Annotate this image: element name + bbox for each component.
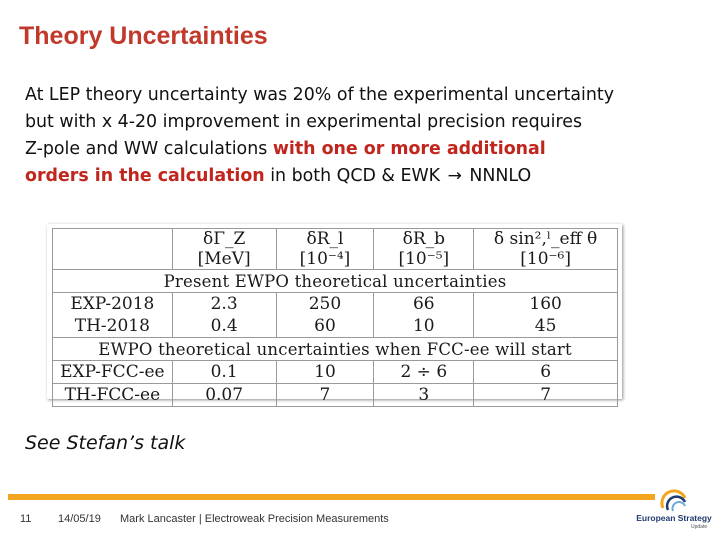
- table-row: TH-2018 0.4 60 10 45: [52, 315, 618, 338]
- table-section-row: Present EWPO theoretical uncertainties: [52, 269, 618, 293]
- footer-date: 14/05/19: [58, 513, 101, 525]
- ewpo-table-image: δΓ_Z [MeV] δR_l [10⁻⁴] δR_b [10⁻⁵] δ sin…: [47, 224, 622, 407]
- table-cell: 45: [473, 315, 618, 338]
- footnote-talk-reference: See Stefan’s talk: [25, 432, 186, 454]
- body-line-4-suffix-a: in both QCD & EWK: [264, 166, 446, 186]
- logo-text: European Strategy: [636, 513, 712, 523]
- body-line-3: Z-pole and WW calculations with one or m…: [25, 136, 705, 163]
- body-line-4: orders in the calculation in both QCD & …: [25, 163, 705, 190]
- ewpo-table: δΓ_Z [MeV] δR_l [10⁻⁴] δR_b [10⁻⁵] δ sin…: [52, 228, 618, 407]
- body-paragraph: At LEP theory uncertainty was 20% of the…: [25, 82, 705, 190]
- table-cell: 6: [473, 360, 618, 384]
- table-section-row: EWPO theoretical uncertainties when FCC-…: [52, 337, 618, 361]
- header-cell-rb: δR_b [10⁻⁵]: [373, 228, 475, 270]
- table-row: EXP-FCC-ee 0.1 10 2 ÷ 6 6: [52, 360, 618, 384]
- table-row: TH-FCC-ee 0.07 7 3 7: [52, 383, 618, 407]
- body-line-3-emphasis: with one or more additional: [272, 139, 546, 159]
- table-cell: 0.1: [171, 360, 277, 384]
- footer-author: Mark Lancaster | Electroweak Precision M…: [120, 513, 389, 525]
- table-cell: 10: [275, 360, 375, 384]
- header-cell-sin2theta: δ sin²,ˡ_eff θ [10⁻⁶]: [473, 228, 618, 270]
- right-arrow-icon: →: [447, 166, 462, 186]
- row-label: EXP-2018: [52, 292, 173, 315]
- table-row: EXP-2018 2.3 250 66 160: [52, 292, 618, 315]
- body-line-4-suffix-b: NNNLO: [463, 166, 532, 186]
- row-label: TH-FCC-ee: [52, 383, 173, 407]
- body-line-3-prefix: Z-pole and WW calculations: [25, 139, 273, 159]
- table-cell: 60: [275, 315, 375, 338]
- table-cell: 7: [473, 383, 618, 407]
- european-strategy-logo: European Strategy Update: [633, 488, 715, 536]
- header-cell-empty: [52, 228, 173, 270]
- body-line-1: At LEP theory uncertainty was 20% of the…: [25, 85, 615, 105]
- table-cell: 0.07: [171, 383, 277, 407]
- table-cell: 160: [473, 292, 618, 315]
- table-cell: 3: [373, 383, 475, 407]
- table-cell: 10: [373, 315, 475, 338]
- header-cell-rl: δR_l [10⁻⁴]: [275, 228, 375, 270]
- body-line-2: but with x 4-20 improvement in experimen…: [25, 112, 583, 132]
- row-label: TH-2018: [52, 315, 173, 338]
- slide-title: Theory Uncertainties: [19, 22, 268, 50]
- section-heading-fcc: EWPO theoretical uncertainties when FCC-…: [52, 337, 618, 361]
- logo-swoosh-icon: [660, 489, 687, 512]
- logo-subtext: Update: [691, 524, 708, 530]
- header-cell-gamma-z: δΓ_Z [MeV]: [171, 228, 277, 270]
- footer-divider: [8, 494, 655, 500]
- table-header-row: δΓ_Z [MeV] δR_l [10⁻⁴] δR_b [10⁻⁵] δ sin…: [52, 228, 618, 270]
- page-number: 11: [20, 513, 32, 525]
- section-heading-present: Present EWPO theoretical uncertainties: [52, 269, 618, 293]
- table-cell: 2 ÷ 6: [373, 360, 475, 384]
- table-cell: 2.3: [171, 292, 277, 315]
- table-cell: 0.4: [171, 315, 277, 338]
- table-cell: 250: [275, 292, 375, 315]
- table-cell: 7: [275, 383, 375, 407]
- row-label: EXP-FCC-ee: [52, 360, 173, 384]
- body-line-4-emphasis: orders in the calculation: [25, 166, 265, 186]
- table-cell: 66: [373, 292, 475, 315]
